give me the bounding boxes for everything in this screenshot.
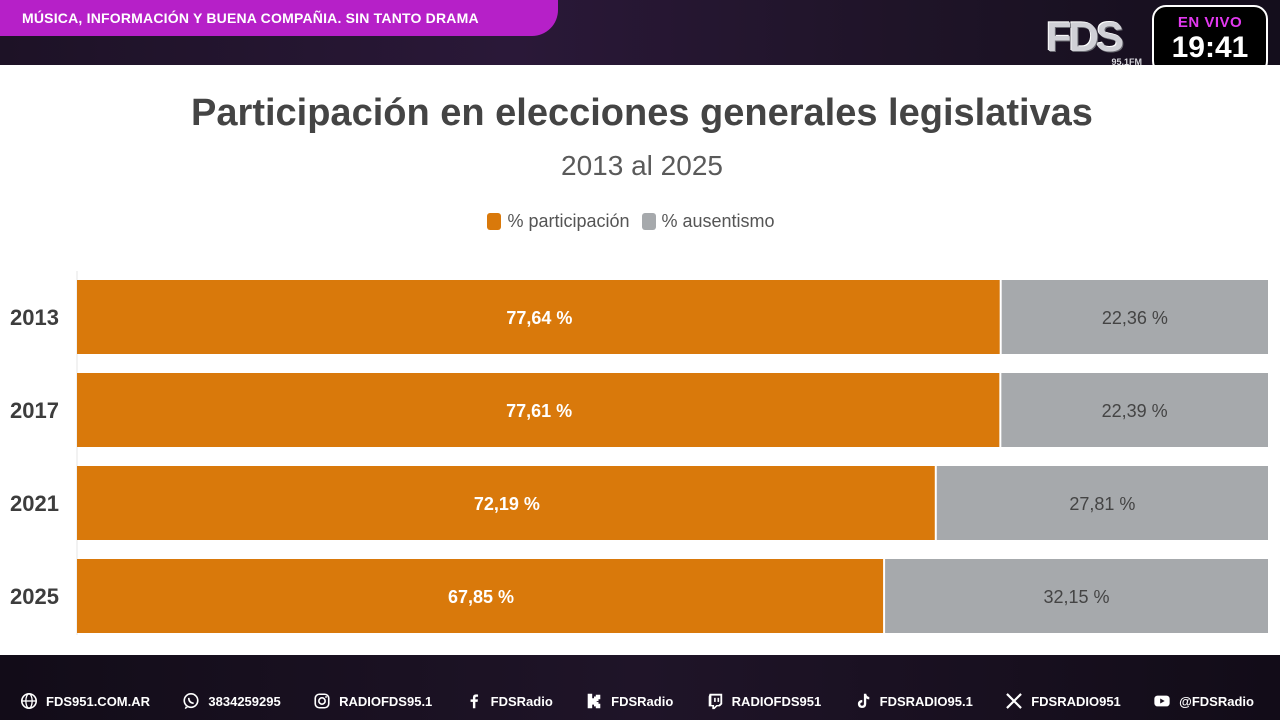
bar-participation-2025 — [77, 559, 884, 633]
live-label: EN VIVO — [1177, 14, 1243, 31]
legend-label-absenteeism: % ausentismo — [661, 211, 775, 231]
facebook-icon — [470, 694, 478, 709]
bar-absenteeism-2025 — [885, 559, 1268, 633]
social-facebook-label: FDSRadio — [490, 693, 553, 709]
instagram-icon — [314, 693, 330, 709]
legend-swatch-absenteeism — [641, 213, 656, 230]
globe-icon — [20, 692, 38, 710]
live-indicator: EN VIVO 19:41 — [1152, 5, 1268, 75]
data-label-participation-2013: 77,64 % — [506, 308, 572, 328]
social-bar: FDS951.COM.AR 3834259295 RADIOFDS95.1 FD… — [0, 686, 1280, 716]
social-kick[interactable]: FDSRadio — [585, 692, 673, 710]
social-youtube-label: @FDSRadio — [1179, 693, 1254, 709]
ticker-banner: MÚSICA, INFORMACIÓN Y BUENA COMPAÑIA. SI… — [0, 0, 558, 36]
social-twitch[interactable]: RADIOFDS951 — [706, 692, 822, 710]
data-label-absenteeism-2025: 32,15 % — [1044, 587, 1110, 607]
legend-item-absenteeism: % ausentismo — [641, 211, 775, 232]
category-label-2017: 2017 — [10, 398, 59, 423]
social-instagram-label: RADIOFDS95.1 — [339, 693, 433, 709]
category-label-2021: 2021 — [10, 491, 59, 516]
ticker-text: MÚSICA, INFORMACIÓN Y BUENA COMPAÑIA. SI… — [22, 10, 479, 26]
social-youtube[interactable]: @FDSRadio — [1153, 692, 1254, 710]
kick-icon — [587, 693, 601, 709]
data-label-absenteeism-2021: 27,81 % — [1069, 494, 1135, 514]
social-tiktok-label: FDSRADIO95.1 — [879, 693, 973, 709]
bar-chart: 2013 77,64 % 22,36 % 2017 77,61 % 22,39 % 2021… — [10, 271, 1268, 635]
data-label-absenteeism-2017: 22,39 % — [1102, 401, 1168, 421]
footer-band — [0, 655, 1280, 720]
social-facebook[interactable]: FDSRadio — [465, 692, 553, 710]
social-twitch-label: RADIOFDS951 — [731, 693, 822, 709]
twitch-icon — [708, 693, 722, 710]
logo-text: FDS — [1046, 13, 1124, 60]
chart-legend: % participación % ausentismo — [0, 211, 1262, 232]
bar-participation-2021 — [77, 466, 935, 540]
station-logo: FDS 95.1FM — [1046, 13, 1146, 73]
chart-subtitle: 2013 al 2025 — [561, 150, 723, 181]
bar-absenteeism-2017 — [1001, 373, 1268, 447]
social-kick-label: FDSRadio — [611, 693, 674, 709]
logo-frequency: 95.1FM — [1111, 57, 1142, 67]
social-x-label: FDSRADIO951 — [1031, 693, 1121, 709]
social-tiktok[interactable]: FDSRADIO95.1 — [854, 692, 973, 710]
social-whatsapp[interactable]: 3834259295 — [182, 692, 281, 710]
social-website[interactable]: FDS951.COM.AR — [20, 692, 150, 710]
live-clock: 19:41 — [1171, 31, 1249, 64]
bar-participation-2013 — [77, 280, 1000, 354]
x-icon — [1006, 693, 1023, 709]
legend-item-participation: % participación — [487, 211, 630, 232]
data-label-participation-2017: 77,61 % — [506, 401, 572, 421]
tiktok-icon — [857, 693, 869, 709]
legend-swatch-participation — [487, 213, 502, 230]
youtube-icon — [1154, 695, 1170, 707]
social-website-label: FDS951.COM.AR — [46, 693, 151, 709]
data-label-absenteeism-2013: 22,36 % — [1102, 308, 1168, 328]
bar-absenteeism-2021 — [936, 466, 1268, 540]
social-x[interactable]: FDSRADIO951 — [1005, 692, 1121, 710]
category-label-2013: 2013 — [10, 305, 59, 330]
category-label-2025: 2025 — [10, 584, 59, 609]
data-label-participation-2025: 67,85 % — [448, 587, 514, 607]
chart-title: Participación en elecciones generales le… — [191, 92, 1093, 134]
bar-absenteeism-2013 — [1001, 280, 1268, 354]
social-whatsapp-label: 3834259295 — [208, 693, 281, 709]
legend-label-participation: % participación — [507, 211, 630, 231]
social-instagram[interactable]: RADIOFDS95.1 — [313, 692, 432, 710]
chart-panel: Participación en elecciones generales le… — [0, 65, 1280, 655]
bar-participation-2017 — [77, 373, 1000, 447]
data-label-participation-2021: 72,19 % — [474, 494, 540, 514]
whatsapp-icon — [183, 692, 199, 710]
